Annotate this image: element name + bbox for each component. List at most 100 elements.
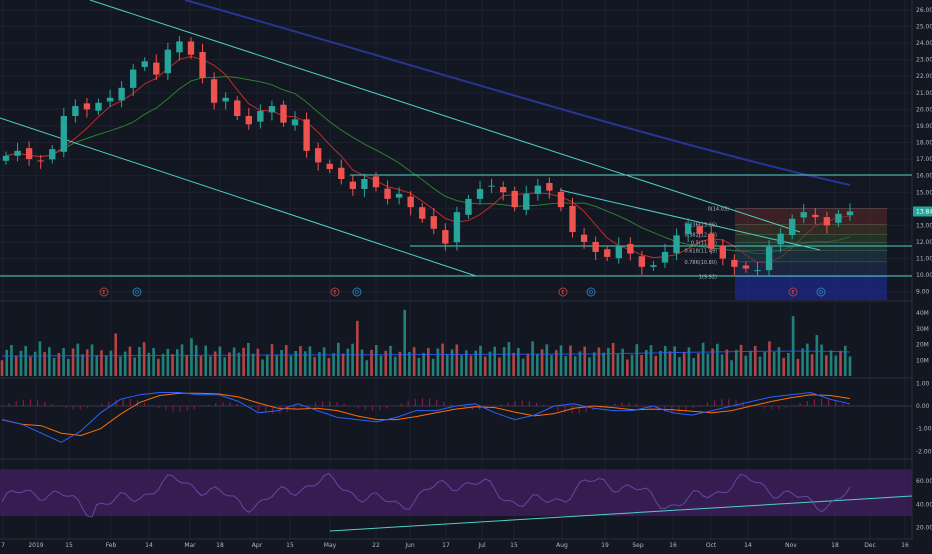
x-axis-tick-label: 19 — [601, 542, 609, 549]
volume-bar — [451, 349, 454, 376]
volume-bar — [204, 346, 207, 376]
price-candle — [546, 183, 552, 191]
volume-bar — [399, 352, 402, 376]
macd-histogram-bar — [108, 401, 109, 406]
volume-bar — [470, 356, 473, 376]
volume-bar — [152, 348, 155, 376]
volume-bar — [394, 357, 397, 376]
volume-bar — [735, 350, 738, 376]
macd-histogram-bar — [322, 401, 323, 406]
volume-bar — [560, 345, 563, 376]
price-axis-tick-label: 22.00 — [916, 73, 932, 80]
volume-bar — [190, 338, 193, 376]
macd-histogram-bar — [208, 405, 209, 406]
volume-bar — [403, 310, 406, 376]
volume-bar — [602, 353, 605, 376]
volume-bar — [607, 348, 610, 376]
volume-bar — [593, 352, 596, 376]
x-axis-tick-label: Oct — [706, 542, 717, 549]
price-candle — [581, 235, 587, 242]
volume-bar — [773, 352, 776, 376]
macd-histogram-bar — [66, 406, 67, 408]
volume-axis-tick-label: 20M — [916, 342, 929, 349]
volume-bar — [508, 342, 511, 376]
volume-bar — [337, 343, 340, 376]
volume-bar — [697, 353, 700, 376]
macd-axis-tick-label: -2.00 — [916, 448, 932, 455]
price-candle — [234, 100, 240, 116]
price-candle — [396, 194, 402, 198]
volume-bar — [640, 355, 643, 376]
price-candle — [662, 252, 668, 263]
volume-axis-tick-label: 10M — [916, 357, 929, 364]
price-candle — [720, 246, 726, 259]
x-axis-tick-label: Sep — [632, 542, 644, 549]
price-candle — [535, 186, 541, 194]
price-candle — [384, 189, 390, 199]
volume-bar — [413, 347, 416, 376]
price-candle — [61, 116, 67, 152]
macd-histogram-bar — [835, 401, 836, 406]
event-marker-label: D — [819, 290, 823, 296]
price-candle — [72, 106, 78, 116]
macd-histogram-bar — [493, 406, 494, 407]
macd-histogram-bar — [557, 406, 558, 410]
x-axis-tick-label: 15 — [286, 542, 294, 549]
price-candle — [3, 156, 9, 161]
fibonacci-level-label: 1(9.92) — [699, 274, 717, 280]
price-candle — [754, 270, 760, 271]
price-candle — [107, 98, 113, 102]
x-axis-tick-label: Mar — [184, 542, 196, 549]
volume-axis-tick-label: 40M — [916, 310, 929, 317]
volume-bar — [389, 346, 392, 376]
macd-histogram-bar — [172, 406, 173, 412]
volume-bar — [763, 352, 766, 376]
macd-histogram-bar — [408, 401, 409, 406]
x-axis-tick-label: 15 — [510, 542, 518, 549]
volume-bar — [361, 350, 364, 376]
volume-bar — [223, 357, 226, 376]
macd-histogram-bar — [415, 399, 416, 406]
event-marker-label: D — [135, 290, 139, 296]
volume-bar — [332, 353, 335, 376]
volume-bar — [171, 354, 174, 376]
volume-axis-tick-label: 30M — [916, 326, 929, 333]
price-axis-tick-label: 19.00 — [916, 123, 932, 130]
macd-histogram-bar — [543, 405, 544, 406]
volume-bar — [484, 356, 487, 376]
macd-histogram-bar — [686, 406, 687, 410]
macd-histogram-bar — [536, 403, 537, 406]
macd-histogram-bar — [101, 404, 102, 406]
volume-bar — [318, 352, 321, 376]
macd-histogram-bar — [158, 406, 159, 408]
macd-histogram-bar — [379, 406, 380, 410]
volume-bar — [754, 346, 757, 376]
macd-histogram-bar — [37, 400, 38, 406]
macd-histogram-bar — [571, 406, 572, 413]
volume-bar — [114, 333, 117, 376]
price-candle — [361, 179, 367, 189]
volume-bar — [460, 355, 463, 376]
macd-histogram-bar — [58, 406, 59, 407]
price-candle — [153, 63, 159, 75]
macd-histogram-bar — [336, 402, 337, 406]
volume-bar — [280, 350, 283, 376]
volume-bar — [39, 341, 42, 376]
price-axis-tick-label: 23.00 — [916, 57, 932, 64]
macd-histogram-bar — [9, 403, 10, 406]
volume-bar — [811, 354, 814, 376]
volume-bar — [15, 356, 18, 376]
volume-bar — [219, 347, 222, 376]
volume-bar — [133, 357, 136, 376]
volume-bar — [162, 354, 165, 376]
volume-bar — [233, 348, 236, 376]
volume-bar — [290, 356, 293, 376]
volume-bar — [531, 341, 534, 376]
price-axis-tick-label: 10.00 — [916, 272, 932, 279]
x-axis-tick-label: 18 — [216, 542, 224, 549]
volume-bar — [721, 354, 724, 376]
volume-bar — [209, 356, 212, 376]
volume-bar — [546, 344, 549, 376]
